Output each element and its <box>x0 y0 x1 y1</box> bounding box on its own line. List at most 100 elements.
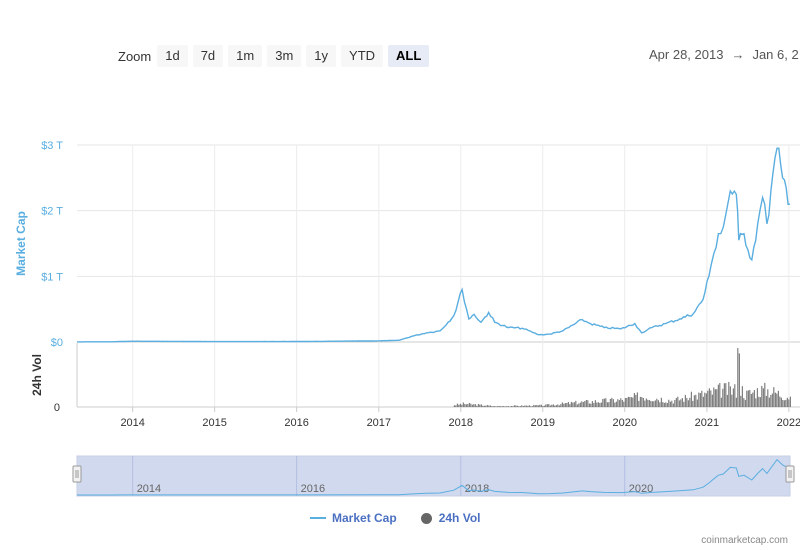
y-tick-label: $1 T <box>41 271 63 283</box>
zoom-1m-button[interactable]: 1m <box>228 45 263 67</box>
volume-bar <box>759 397 761 407</box>
volume-bar <box>710 390 712 407</box>
volume-bar <box>597 402 599 407</box>
zoom-label: Zoom <box>118 48 152 64</box>
volume-bar <box>753 390 755 407</box>
volume-bar <box>548 404 550 407</box>
volume-bar <box>636 392 638 407</box>
volume-bar <box>752 392 754 407</box>
volume-bar <box>479 404 481 407</box>
volume-bar <box>666 402 668 407</box>
market-cap-line <box>77 147 791 343</box>
x-tick-label: 2019 <box>531 417 555 429</box>
volume-bar <box>605 398 607 407</box>
legend-volume[interactable]: 24h Vol <box>420 511 480 525</box>
zoom-1y-button[interactable]: 1y <box>306 45 337 67</box>
volume-bar <box>677 396 679 407</box>
volume-bar <box>669 401 671 407</box>
volume-bar <box>476 405 478 407</box>
volume-bar <box>729 386 731 407</box>
volume-bar <box>485 405 487 407</box>
zoom-7d-button[interactable]: 7d <box>192 45 224 67</box>
volume-bar <box>765 395 767 407</box>
volume-bar <box>621 399 623 407</box>
volume-bar <box>563 403 565 407</box>
volume-bar <box>713 387 715 407</box>
volume-bar <box>711 394 713 407</box>
volume-bar <box>741 386 743 407</box>
volume-bar <box>561 402 563 407</box>
legend-dot-icon <box>420 512 432 524</box>
volume-bar <box>585 399 587 407</box>
volume-bar <box>714 389 716 407</box>
date-to-input[interactable]: Jan 6, 2 <box>752 47 799 62</box>
volume-bar <box>537 405 539 407</box>
volume-bar <box>539 404 541 407</box>
volume-bar <box>555 405 557 407</box>
volume-bar <box>695 394 697 407</box>
volume-bar <box>465 404 467 407</box>
volume-bar <box>624 397 626 407</box>
legend-market-cap[interactable]: Market Cap <box>310 511 397 525</box>
volume-bar <box>770 395 772 407</box>
volume-bar <box>644 400 646 407</box>
volume-bar <box>651 401 653 407</box>
volume-bar <box>720 397 722 407</box>
volume-bar <box>783 400 785 407</box>
volume-bar <box>477 404 479 407</box>
volume-bar <box>591 401 593 407</box>
zoom-ytd-button[interactable]: YTD <box>341 45 384 67</box>
source-credit[interactable]: coinmarketcap.com <box>701 535 788 546</box>
volume-bar <box>779 396 781 407</box>
volume-bar <box>750 393 752 407</box>
x-tick-label: 2016 <box>284 417 308 429</box>
date-from-input[interactable]: Apr 28, 2013 <box>649 47 724 62</box>
navigator-tick-label: 2014 <box>137 483 161 495</box>
volume-bar <box>570 401 572 407</box>
volume-bar <box>579 402 581 407</box>
volume-bar <box>627 396 629 407</box>
volume-bar <box>762 388 764 407</box>
volume-bar <box>518 406 520 407</box>
volume-bar <box>594 400 596 407</box>
zoom-all-button[interactable]: ALL <box>388 45 430 67</box>
market-cap-chart: $0 $1 T $2 T $3 T Market Cap 24h Vol 0 2014 2015… <box>14 140 800 497</box>
volume-bar <box>698 392 700 407</box>
navigator-left-handle[interactable] <box>72 465 82 483</box>
volume-bar <box>689 397 691 407</box>
volume-bar <box>564 403 566 407</box>
volume-bar <box>606 402 608 407</box>
volume-bar <box>777 390 779 407</box>
volume-bar <box>534 405 536 407</box>
legend-line-icon <box>310 517 326 519</box>
date-range: Apr 28, 2013 → Jan 6, 2 <box>649 47 799 62</box>
volume-bar <box>647 399 649 407</box>
volume-bar <box>668 399 670 407</box>
navigator-right-handle[interactable] <box>785 465 795 483</box>
volume-bar <box>726 394 728 407</box>
volume-bar <box>743 398 745 407</box>
navigator-range[interactable] <box>76 455 791 497</box>
volume-bar <box>549 405 551 407</box>
volume-bar <box>612 399 614 407</box>
volume-bar <box>737 348 739 407</box>
volume-bar <box>660 397 662 407</box>
zoom-1d-button[interactable]: 1d <box>157 45 188 67</box>
volume-bar <box>483 405 485 407</box>
volume-bar <box>456 403 458 407</box>
navigator-tick-label: 2016 <box>301 483 325 495</box>
y-axis-title: Market Cap <box>14 211 28 276</box>
volume-bar <box>471 404 473 407</box>
volume-bar <box>519 406 521 407</box>
volume-bar <box>663 402 665 407</box>
volume-bar <box>467 404 469 407</box>
volume-bar <box>492 406 494 407</box>
volume-bar <box>629 397 631 407</box>
volume-bar <box>593 402 595 407</box>
zoom-3m-button[interactable]: 3m <box>267 45 302 67</box>
legend-market-cap-label: Market Cap <box>332 511 397 525</box>
volume-bar <box>455 405 457 407</box>
volume-bar <box>674 399 676 407</box>
volume-bar <box>633 392 635 407</box>
volume-bar <box>576 404 578 407</box>
